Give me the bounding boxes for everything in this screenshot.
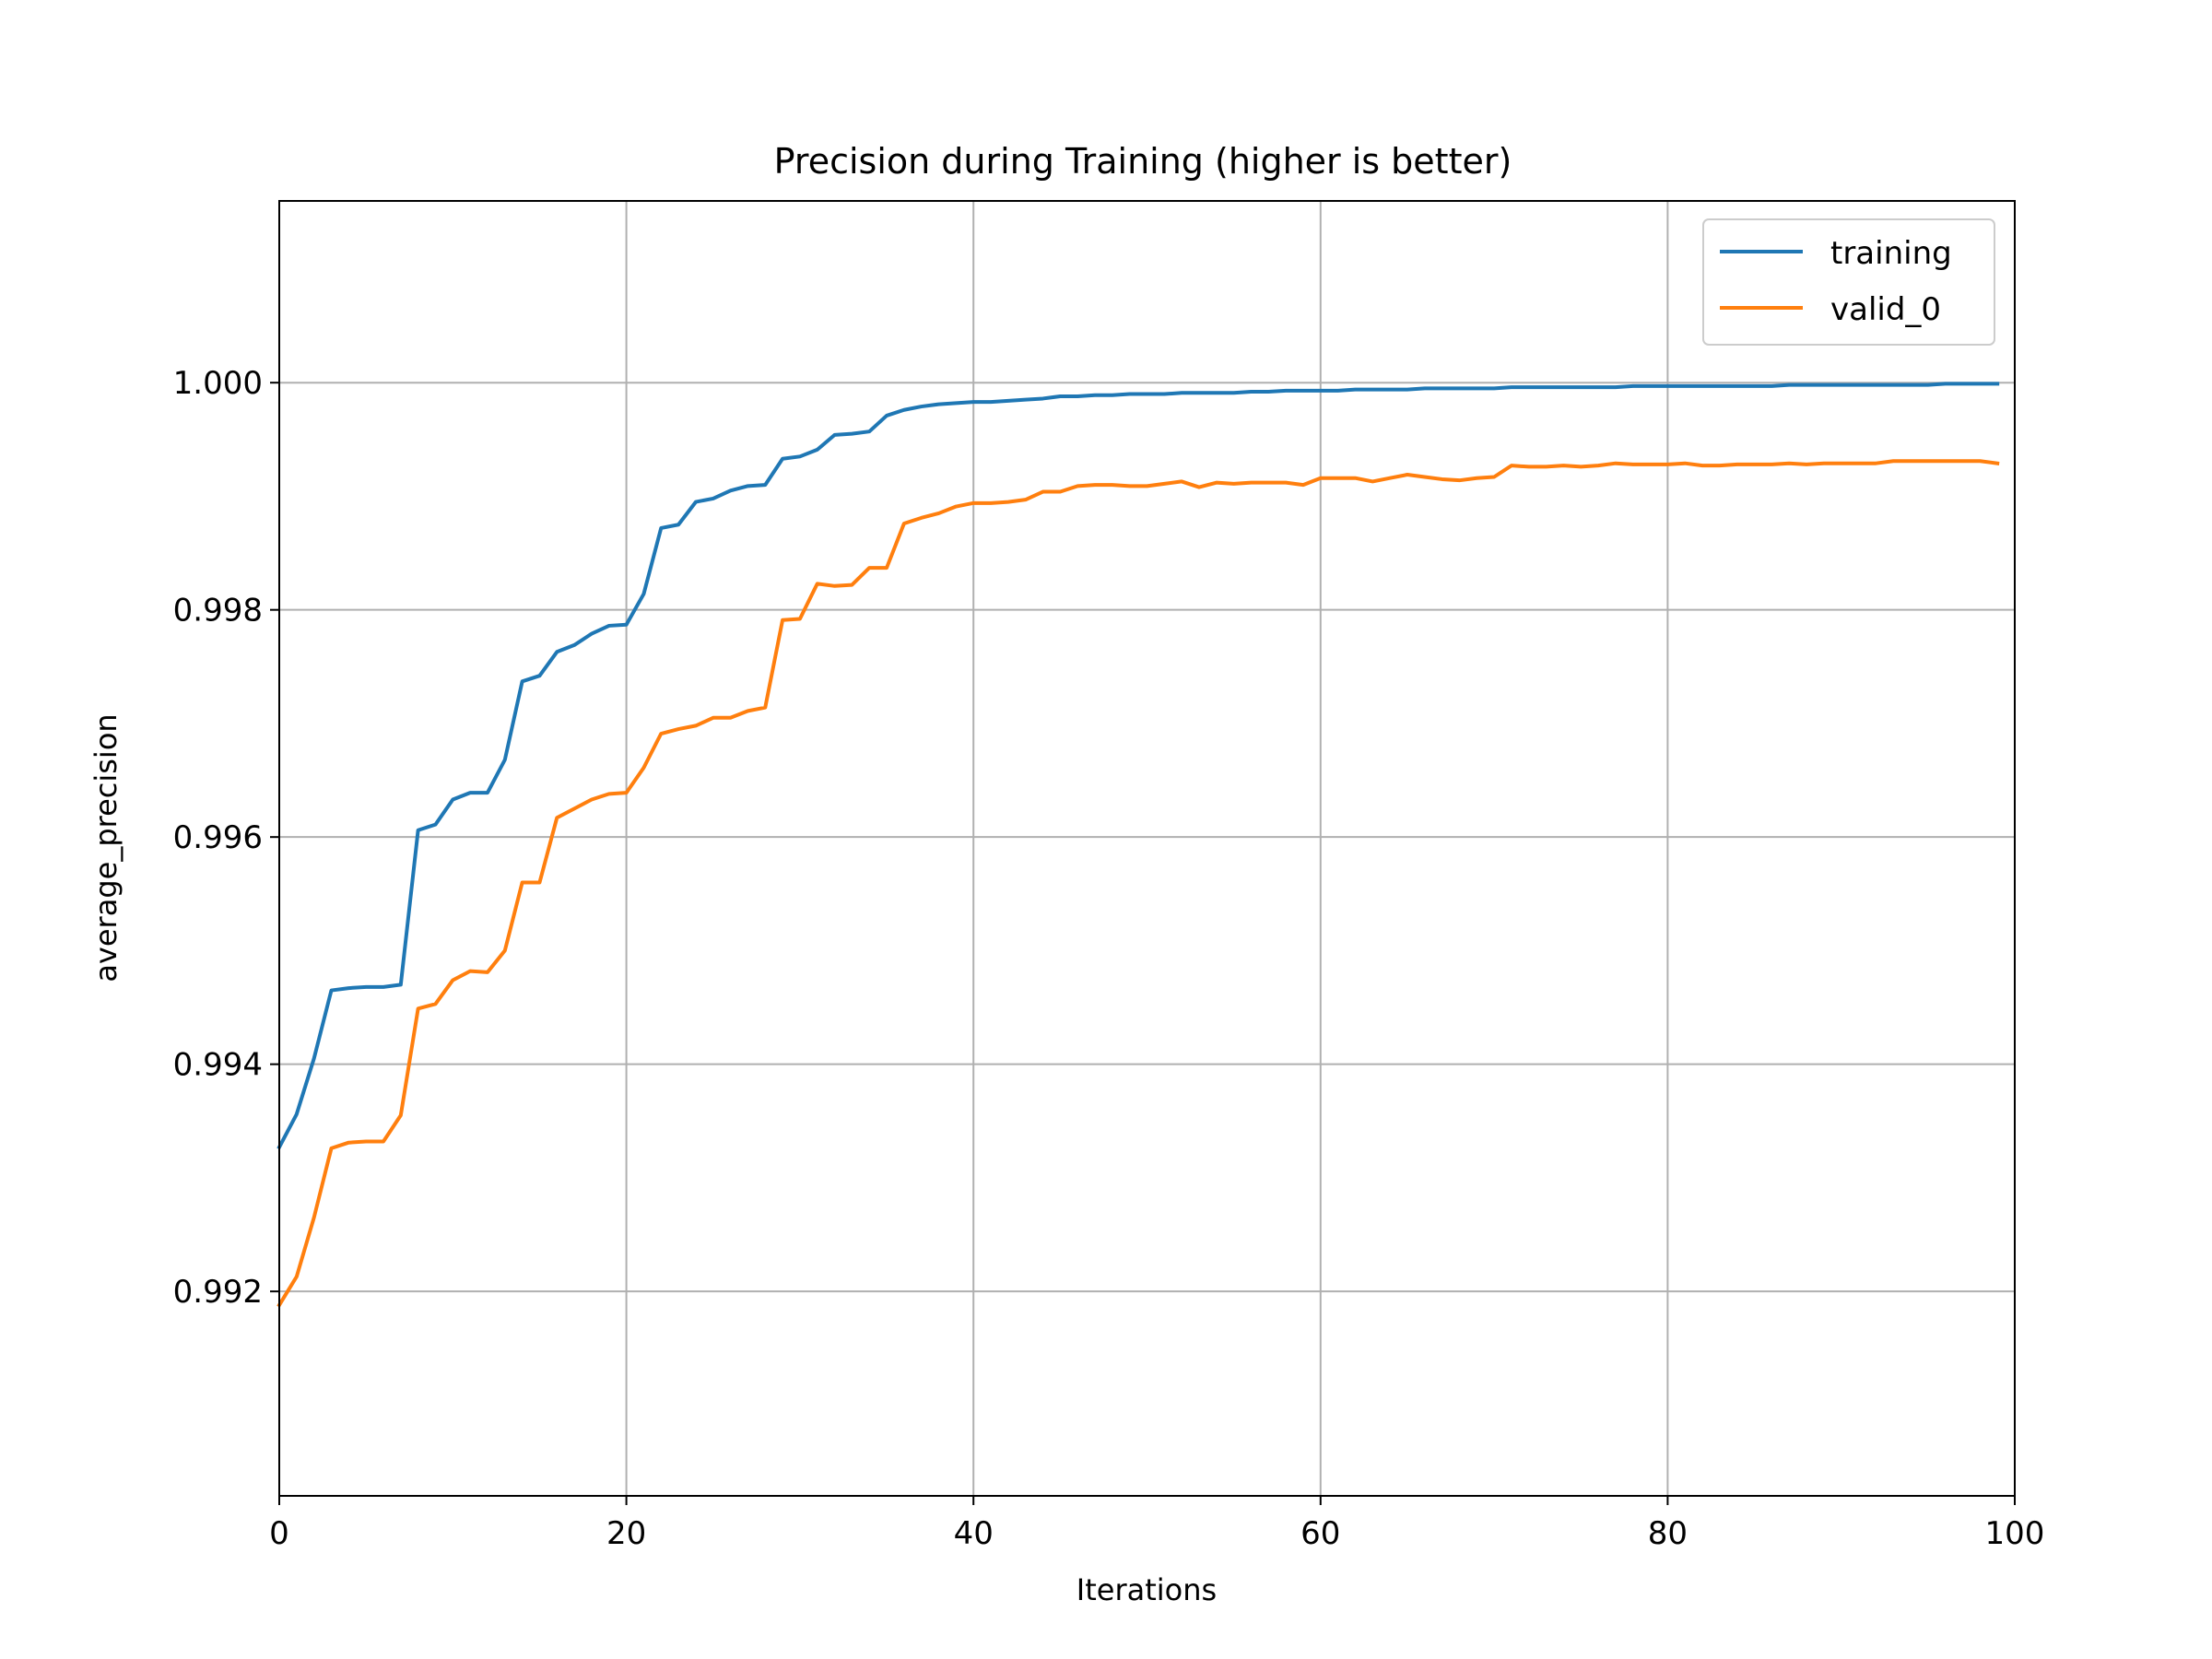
series-line-training [276, 382, 2000, 1150]
y-axis-ticks: 0.992 0.994 0.996 0.998 1.000 [173, 365, 279, 1311]
y-tick-label: 0.996 [173, 819, 263, 856]
legend-label-valid-0: valid_0 [1830, 291, 1941, 328]
x-tick-label: 20 [606, 1515, 646, 1552]
legend: training valid_0 [1702, 218, 1995, 346]
series-layer [276, 382, 2000, 1308]
y-tick-label: 1.000 [173, 365, 263, 402]
y-axis-label: average_precision [88, 713, 124, 982]
x-axis-ticks: 0 20 40 60 80 100 [269, 1496, 2044, 1552]
y-tick-label: 0.994 [173, 1047, 263, 1084]
x-axis-label: Iterations [1077, 1572, 1217, 1607]
chart-title: Precision during Training (higher is bet… [774, 141, 1512, 182]
series-line-valid-0 [276, 459, 2000, 1308]
x-tick-label: 40 [954, 1515, 994, 1552]
x-tick-label: 80 [1648, 1515, 1688, 1552]
y-tick-label: 0.998 [173, 593, 263, 629]
plot-frame [278, 200, 2016, 1497]
legend-label-training: training [1830, 235, 1952, 272]
x-tick-label: 0 [269, 1515, 289, 1552]
x-tick-label: 60 [1300, 1515, 1340, 1552]
x-tick-label: 100 [1985, 1515, 2045, 1552]
y-tick-label: 0.992 [173, 1274, 263, 1311]
